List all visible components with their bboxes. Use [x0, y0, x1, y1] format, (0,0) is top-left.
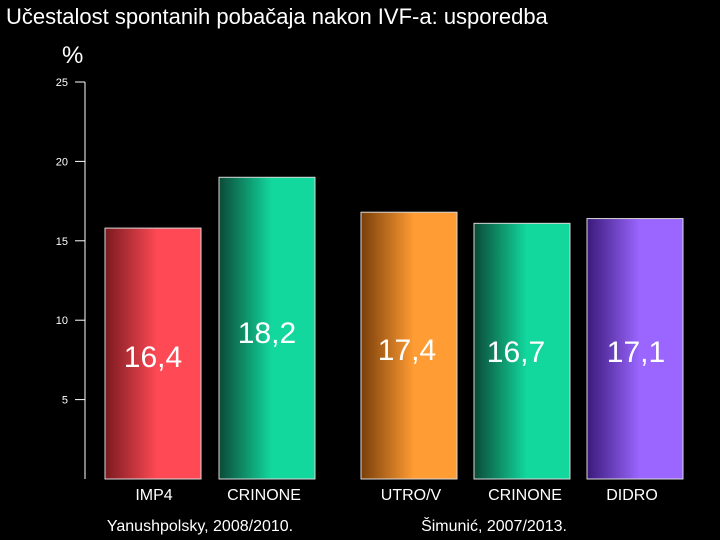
data-label: 18,2: [238, 317, 296, 350]
y-tick-label: 15: [56, 236, 68, 248]
category-labels: IMP4 CRINONE UTRO/V CRINONE DIDRO: [135, 487, 657, 504]
y-tick-label: 5: [62, 395, 68, 407]
source-label: Yanushpolsky, 2008/2010.: [107, 518, 293, 535]
source-label: Šimunić, 2007/2013.: [421, 516, 567, 535]
bar: [473, 222, 571, 480]
y-tick-label: 10: [56, 315, 68, 327]
category-label: CRINONE: [227, 487, 301, 504]
data-label: 17,4: [378, 334, 436, 367]
category-label: UTRO/V: [381, 487, 442, 504]
bar: [586, 218, 684, 480]
bars: [104, 176, 684, 480]
y-axis-unit: %: [62, 42, 84, 69]
bar: [104, 227, 202, 480]
value-labels: 16,4 18,2 17,4 16,7 17,1: [124, 317, 665, 374]
source-labels: Yanushpolsky, 2008/2010. Šimunić, 2007/20…: [107, 516, 567, 535]
y-tick-label: 20: [56, 156, 68, 168]
bar: [218, 176, 316, 480]
category-label: CRINONE: [488, 487, 562, 504]
y-axis: 5 10 15 20 25: [56, 77, 86, 479]
bar: [360, 211, 458, 480]
chart-title: Učestalost spontanih pobačaja nakon IVF-…: [6, 4, 548, 29]
data-label: 17,1: [607, 336, 665, 369]
data-label: 16,7: [487, 336, 545, 369]
category-label: IMP4: [135, 487, 172, 504]
y-tick-label: 25: [56, 77, 68, 89]
data-label: 16,4: [124, 341, 182, 374]
category-label: DIDRO: [606, 487, 658, 504]
